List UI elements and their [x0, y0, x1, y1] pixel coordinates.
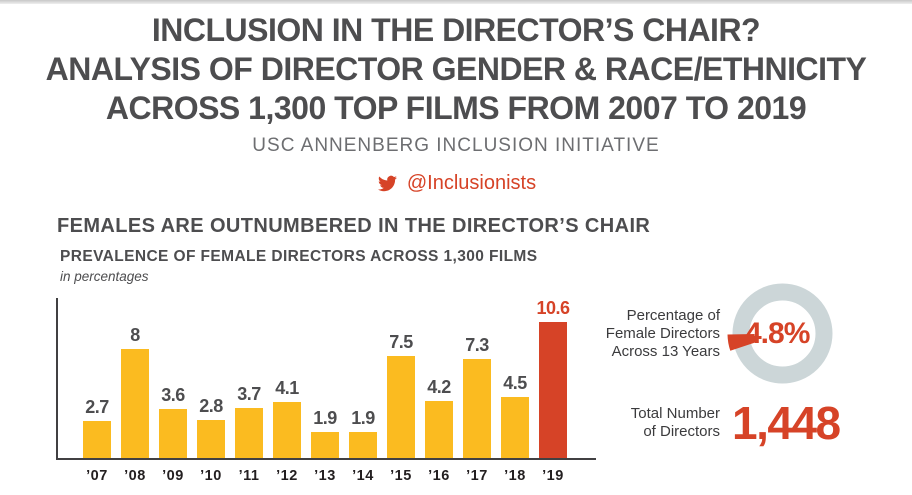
bar [539, 322, 567, 458]
bar-value-label: 2.7 [85, 397, 109, 417]
donut-wedge [727, 334, 756, 351]
total-directors-stat: Total Number of Directors 1,448 [602, 396, 841, 450]
total-directors-value: 1,448 [732, 397, 841, 449]
x-axis-tick-label: ’17 [466, 468, 488, 484]
bar-column: 3.7 ’11 [230, 298, 268, 484]
bar-column: 10.6 ’19 [534, 298, 572, 484]
bar [197, 420, 225, 458]
donut-label-line-3: Across 13 Years [611, 342, 720, 360]
title-line-3: ACROSS 1,300 TOP FILMS FROM 2007 TO 2019 [105, 90, 807, 126]
bar-column: 3.6 ’09 [154, 298, 192, 484]
donut-ring [732, 283, 833, 384]
donut-percentage-value: 4.8% [745, 317, 810, 350]
donut-label-line-2: Female Directors [605, 324, 720, 342]
bar-value-label: 1.9 [351, 408, 375, 428]
bar [311, 432, 339, 458]
bar [501, 397, 529, 458]
bar [121, 349, 149, 458]
x-axis-tick-label: ’15 [390, 468, 412, 484]
bar [349, 432, 377, 458]
x-axis-tick-label: ’09 [162, 468, 184, 484]
bar-column: 4.1 ’12 [268, 298, 306, 484]
bar-column: 7.3 ’17 [458, 298, 496, 484]
page-title: INCLUSION IN THE DIRECTOR’S CHAIR? ANALY… [0, 11, 912, 128]
total-label-line-2: of Directors [643, 423, 720, 440]
x-axis-tick-label: ’18 [504, 468, 526, 484]
bar-column: 1.9 ’14 [344, 298, 382, 484]
x-axis-tick-label: ’13 [314, 468, 336, 484]
x-axis-tick-label: ’07 [86, 468, 108, 484]
bar-value-label: 4.1 [275, 378, 299, 398]
donut-label-line-1: Percentage of [626, 306, 720, 324]
bar-column: 8 ’08 [116, 298, 154, 484]
female-percentage-stat: Percentage of Female Directors Across 13… [602, 281, 840, 386]
x-axis-tick-label: ’08 [124, 468, 146, 484]
bar-column: 2.7 ’07 [78, 298, 116, 484]
section-heading: FEMALES ARE OUTNUMBERED IN THE DIRECTOR’… [57, 215, 651, 237]
bar-value-label: 4.2 [427, 377, 451, 397]
window-top-edge [0, 0, 912, 4]
bar [159, 409, 187, 458]
bar-value-label: 3.7 [237, 384, 261, 404]
bar-column: 2.8 ’10 [192, 298, 230, 484]
bar-value-label: 2.8 [199, 396, 223, 416]
bar-value-label: 7.3 [465, 335, 489, 355]
title-line-2: ANALYSIS OF DIRECTOR GENDER & RACE/ETHNI… [45, 51, 867, 87]
x-axis-tick-label: ’16 [428, 468, 450, 484]
bar-column: 4.2 ’16 [420, 298, 458, 484]
chart-section-header: FEMALES ARE OUTNUMBERED IN THE DIRECTOR’… [57, 215, 912, 284]
chart-unit-note: in percentages [60, 269, 149, 284]
twitter-handle-row[interactable]: @Inclusionists [0, 172, 912, 195]
twitter-handle[interactable]: @Inclusionists [406, 172, 537, 194]
bar-chart-plot: 2.7 ’07 8 ’08 3.6 ’09 2.8 ’10 3.7 ’11 4.1 ’12 1.9 ’13… [56, 298, 596, 484]
x-axis-tick-label: ’19 [542, 468, 564, 484]
bar [463, 359, 491, 458]
bar [425, 401, 453, 458]
bar-column: 4.5 ’18 [496, 298, 534, 484]
bar [387, 356, 415, 458]
title-line-1: INCLUSION IN THE DIRECTOR’S CHAIR? [151, 12, 761, 48]
bar-column: 7.5 ’15 [382, 298, 420, 484]
chart-and-stats-row: 2.7 ’07 8 ’08 3.6 ’09 2.8 ’10 3.7 ’11 4.1 ’12 1.9 ’13… [0, 283, 912, 484]
summary-stats-panel: Percentage of Female Directors Across 13… [602, 281, 841, 460]
x-axis-tick-label: ’12 [276, 468, 298, 484]
bar-value-label: 1.9 [313, 408, 337, 428]
bar-value-label: 3.6 [161, 385, 185, 405]
bar-chart: 2.7 ’07 8 ’08 3.6 ’09 2.8 ’10 3.7 ’11 4.1 ’12 1.9 ’13… [56, 298, 596, 484]
bar [273, 402, 301, 458]
donut-stat-label: Percentage of Female Directors Across 13… [602, 307, 720, 361]
organization-subtitle: USC ANNENBERG INCLUSION INITIATIVE [252, 135, 660, 156]
bar [83, 421, 111, 458]
total-stat-label: Total Number of Directors [602, 405, 720, 441]
bar-value-label: 4.5 [503, 373, 527, 393]
x-axis-tick-label: ’14 [352, 468, 374, 484]
twitter-bird-icon [376, 174, 399, 193]
donut-chart: 4.8% [727, 281, 835, 386]
bar [235, 408, 263, 458]
bar-column: 1.9 ’13 [306, 298, 344, 484]
total-label-line-1: Total Number [630, 405, 720, 422]
bar-value-label: 10.6 [536, 298, 570, 318]
bar-value-label: 7.5 [389, 332, 413, 352]
x-axis-tick-label: ’11 [238, 468, 260, 484]
chart-title: PREVALENCE OF FEMALE DIRECTORS ACROSS 1,… [60, 248, 538, 265]
bar-value-label: 8 [130, 325, 140, 345]
x-axis-tick-label: ’10 [200, 468, 222, 484]
